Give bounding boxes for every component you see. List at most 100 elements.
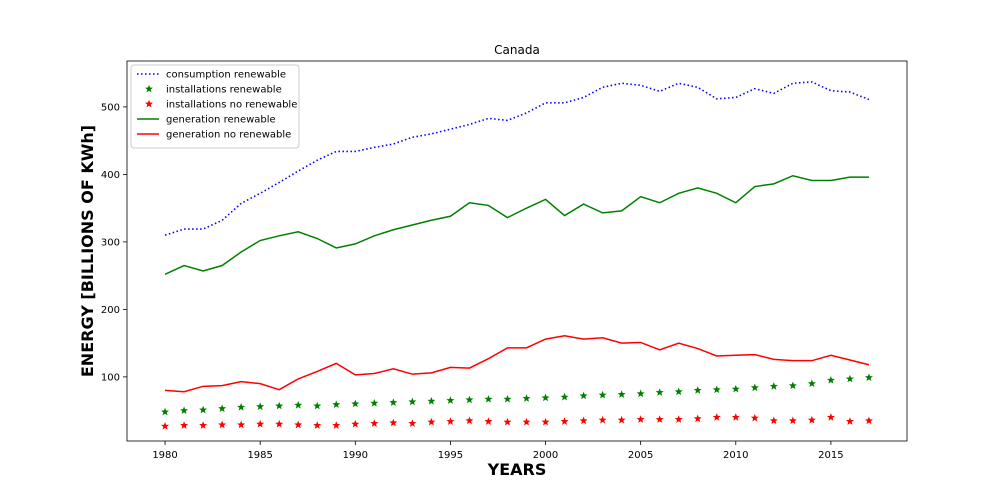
data-point [750,413,759,422]
x-tick-label: 2010 [723,450,748,461]
data-point [636,389,645,398]
data-point [788,381,797,390]
legend-item: installations no renewable [145,100,297,111]
data-point [161,421,170,430]
chart-title: Canada [494,43,540,57]
series-generation-no-renewable [164,334,870,393]
data-point [370,419,379,427]
data-point [237,420,246,429]
data-point [617,390,626,398]
data-point [332,421,341,429]
data-point [503,417,512,426]
data-point [275,401,284,410]
data-point [256,402,265,410]
x-tick-label: 2005 [628,450,653,461]
legend-box [130,64,300,149]
data-point [864,416,873,425]
data-point [161,407,170,416]
data-point [180,406,189,415]
legend: consumption renewable installations renew… [130,64,300,149]
data-point [598,415,607,424]
data-point [807,415,816,424]
data-point [731,413,740,421]
data-point [674,387,683,396]
x-tick-label: 2000 [533,450,558,461]
data-point [560,417,569,425]
data-point [218,420,227,429]
data-point [579,416,588,425]
data-point [351,419,360,428]
axis-layer: 1980 1985 1990 1995 2000 2005 2010 2015 100 200 30… [101,60,908,461]
data-point [864,373,873,381]
data-point [598,390,607,399]
data-point [484,417,493,425]
data-point [408,419,417,427]
data-point [446,417,455,425]
data-point [256,419,265,428]
data-point [655,415,664,423]
x-tick-label: 2015 [818,450,843,461]
data-point [636,415,645,423]
data-point [674,415,683,423]
data-point [389,398,398,406]
data-point [769,416,778,425]
data-point [389,418,398,427]
data-point [693,386,702,394]
data-point [332,400,341,408]
legend-marker [145,84,153,93]
legend-item: consumption renewable [137,70,286,81]
data-point [351,399,360,408]
series-consumption-renewable [164,81,870,236]
legend-label: installations no renewable [166,100,297,111]
data-point [370,399,379,407]
legend-item: generation renewable [137,115,276,126]
data-point [313,401,322,410]
data-point [693,414,702,423]
data-point [237,403,246,411]
legend-item: generation no renewable [137,130,291,141]
data-point [712,413,721,421]
data-point [484,394,493,403]
data-point [275,419,284,428]
data-point [769,382,778,390]
data-point [294,420,303,429]
series-line [164,174,869,275]
legend-label: installations renewable [166,85,282,96]
series-generation-renewable [164,174,869,275]
data-point [826,413,835,421]
data-point [522,394,531,402]
data-point [541,393,550,402]
data-point [503,394,512,403]
x-tick-label: 1990 [343,450,368,461]
data-point [845,374,854,383]
series-layer [161,81,873,430]
data-point [427,396,436,405]
data-point [712,385,721,394]
data-point [465,416,474,425]
y-tick-label: 200 [101,305,120,316]
legend-label: generation renewable [166,115,276,126]
data-point [218,404,227,412]
legend-label: consumption renewable [166,70,286,81]
y-tick-label: 300 [101,237,120,248]
axes-frame [126,60,908,442]
data-point [788,416,797,425]
y-tick-label: 500 [101,102,120,113]
data-point [199,405,208,414]
data-point [750,383,759,392]
data-point [294,401,303,409]
data-point [465,395,474,404]
data-point [446,396,455,404]
y-tick-label: 400 [101,170,120,181]
x-tick-label: 1985 [247,450,272,461]
data-point [313,421,322,429]
legend-label: generation no renewable [166,130,291,141]
series-line [164,81,870,236]
legend-marker [145,99,153,108]
data-point [826,376,835,384]
data-point [807,379,816,388]
data-point [522,417,531,426]
data-point [845,417,854,425]
data-point [408,397,417,406]
